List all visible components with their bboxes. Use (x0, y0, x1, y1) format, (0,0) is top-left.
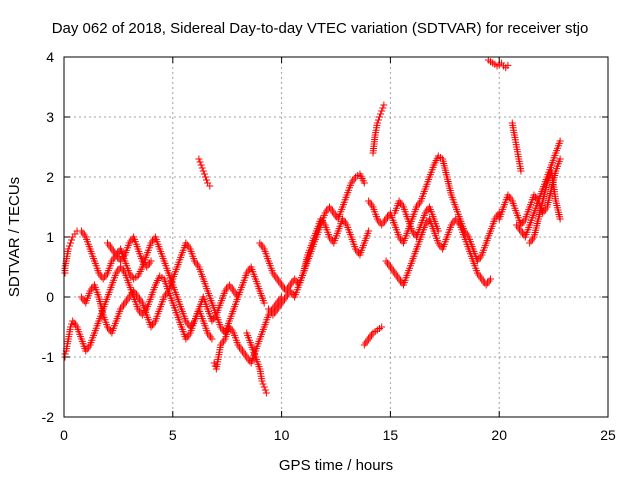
data-point (197, 161, 205, 169)
data-point (67, 239, 75, 247)
data-point (196, 158, 204, 166)
axis-ticks: 0 5 10 15 20 25 -2 -1 0 1 2 3 4 (42, 49, 616, 443)
data-point (61, 350, 69, 358)
y-tick-label: 2 (46, 169, 54, 185)
data-point (377, 110, 385, 118)
data-point (517, 167, 525, 175)
x-tick-label: 20 (491, 427, 507, 443)
chart-title: Day 062 of 2018, Sidereal Day-to-day VTE… (52, 20, 589, 37)
y-tick-label: -1 (42, 349, 55, 365)
data-point (360, 179, 368, 187)
data-point (556, 137, 564, 145)
x-axis-title: GPS time / hours (279, 457, 393, 474)
y-tick-label: -2 (42, 409, 55, 425)
data-point (258, 377, 266, 385)
data-point (199, 167, 207, 175)
x-tick-label: 25 (600, 427, 616, 443)
data-point (64, 245, 72, 253)
y-tick-label: 0 (46, 289, 54, 305)
data-point (147, 257, 155, 265)
data-point (556, 155, 564, 163)
data-point (365, 227, 373, 235)
y-tick-label: 4 (46, 49, 54, 65)
data-point (261, 386, 269, 394)
data-point (67, 323, 75, 331)
data-point (486, 275, 494, 283)
data-point (201, 173, 209, 181)
data-point (434, 227, 442, 235)
data-points (61, 56, 564, 397)
data-point (379, 104, 387, 112)
data-point (200, 170, 208, 178)
y-tick-label: 3 (46, 109, 54, 125)
data-point (195, 155, 203, 163)
data-point (206, 182, 214, 190)
data-point (260, 383, 268, 391)
data-point (203, 176, 211, 184)
data-point (260, 299, 268, 307)
data-point (259, 380, 267, 388)
x-tick-label: 0 (60, 427, 68, 443)
y-axis-title: SDTVAR / TECUs (6, 177, 23, 297)
x-tick-label: 15 (383, 427, 399, 443)
data-point (376, 113, 384, 121)
data-point (68, 236, 76, 244)
data-point (208, 335, 216, 343)
x-tick-label: 5 (169, 427, 177, 443)
data-point (380, 101, 388, 109)
x-tick-label: 10 (274, 427, 290, 443)
data-point (373, 119, 381, 127)
data-point (378, 107, 386, 115)
data-point (65, 242, 73, 250)
data-point (198, 164, 206, 172)
y-tick-label: 1 (46, 229, 54, 245)
data-point (374, 116, 382, 124)
data-point (262, 389, 270, 397)
data-point (504, 61, 512, 69)
data-point (210, 359, 218, 367)
data-point (378, 323, 386, 331)
data-point (556, 215, 564, 223)
